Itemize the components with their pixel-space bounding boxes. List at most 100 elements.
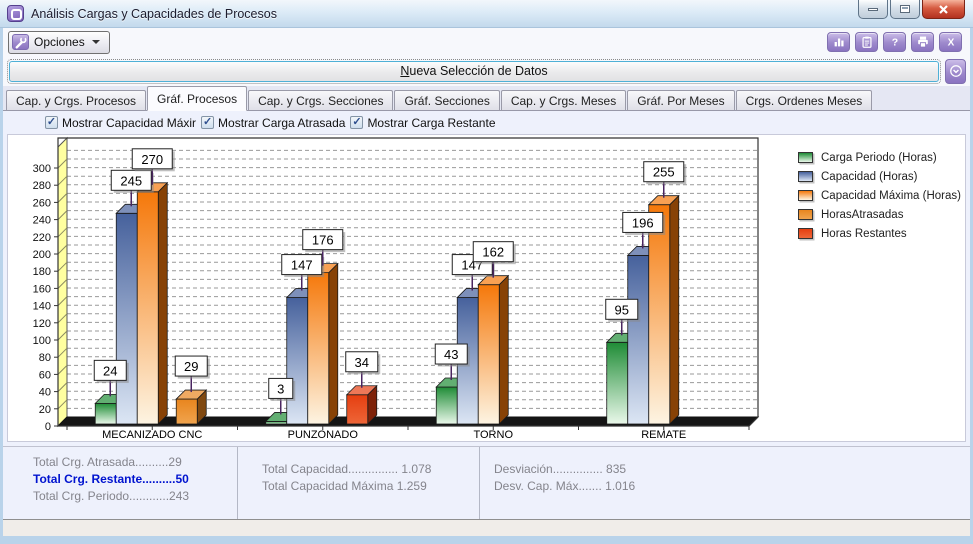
clipboard-button[interactable] — [855, 32, 878, 52]
tab-cap-y-crgs-procesos[interactable]: Cap. y Crgs. Procesos — [6, 90, 147, 111]
svg-text:160: 160 — [33, 283, 51, 295]
value-label-box — [622, 211, 664, 233]
tab-crgs-ordenes-meses[interactable]: Crgs. Ordenes Meses — [735, 90, 873, 111]
svg-text:120: 120 — [33, 318, 51, 330]
status-bar — [3, 519, 970, 536]
minimize-icon — [868, 7, 878, 11]
legend-swatch — [798, 190, 813, 201]
value-label-box — [93, 359, 127, 381]
checkbox-row: ✓ Mostrar Capacidad Máxir ✓ Mostrar Carga A… — [45, 111, 966, 134]
value-label-box — [281, 254, 323, 276]
value-label: 3 — [277, 381, 284, 396]
close-icon — [939, 4, 948, 14]
legend-swatch — [798, 228, 813, 239]
legend-item-carga-periodo-horas: Carga Periodo (Horas) — [798, 148, 961, 167]
svg-text:220: 220 — [33, 232, 51, 244]
svg-text:300: 300 — [33, 163, 51, 175]
bar-group-torno — [435, 274, 510, 425]
tab-gr-f-por-meses[interactable]: Gráf. Por Meses — [627, 90, 735, 111]
plot-frame — [57, 137, 759, 427]
bar-capacidad-m-xima-horas — [307, 272, 330, 425]
x-label-remate: REMATE — [641, 429, 686, 441]
exit-button[interactable]: X — [939, 32, 962, 52]
svg-text:260: 260 — [33, 197, 51, 209]
total-row: Total Crg. Atrasada..........29 — [33, 455, 182, 469]
svg-text:20: 20 — [39, 404, 51, 416]
value-label: 24 — [103, 363, 117, 378]
help-icon: ? — [891, 37, 897, 49]
value-label: 196 — [632, 215, 654, 230]
x-label-mecanizado-cnc: MECANIZADO CNC — [102, 429, 202, 441]
print-icon — [917, 36, 928, 48]
legend-item-horasatrasadas: HorasAtrasadas — [798, 205, 961, 224]
value-label: 245 — [120, 173, 142, 188]
wrench-icon — [12, 34, 29, 50]
value-label-box — [643, 161, 685, 183]
bar-chart-button[interactable] — [827, 32, 850, 52]
x-label-punzonado: PUNZONADO — [288, 429, 359, 441]
new-selection-button[interactable]: Nueva Selección de Datos — [7, 58, 941, 84]
help-button[interactable]: ? — [883, 32, 906, 52]
print-button[interactable] — [911, 32, 934, 52]
tab-gr-f-secciones[interactable]: Gráf. Secciones — [394, 90, 500, 111]
tab-gr-f-procesos[interactable]: Gráf. Procesos — [147, 86, 248, 111]
legend-item-horas-restantes: Horas Restantes — [798, 224, 961, 243]
checkbox-mostrar-carga-restante[interactable]: ✓ Mostrar Carga Restante — [350, 115, 496, 130]
value-label-box — [131, 148, 173, 170]
bar-capacidad-horas — [286, 297, 309, 425]
total-row: Total Capacidad Máxima 1.259 — [262, 479, 427, 493]
checkbox-mostrar-carga-atrasada[interactable]: ✓ Mostrar Carga Atrasada — [201, 116, 345, 130]
toolbar-right-icons: ? X — [827, 32, 965, 52]
svg-text:60: 60 — [39, 369, 51, 381]
svg-text:200: 200 — [33, 249, 51, 261]
bar-chart-icon — [834, 38, 844, 47]
svg-text:80: 80 — [39, 352, 51, 364]
legend-label: Carga Periodo (Horas) — [821, 151, 937, 164]
svg-text:240: 240 — [33, 215, 51, 227]
value-label: 95 — [615, 302, 629, 317]
legend-swatch — [798, 171, 813, 182]
bar-group-mecanizado-cnc — [94, 181, 208, 425]
tab-content: ✓ Mostrar Capacidad Máxir ✓ Mostrar Carga A… — [3, 111, 970, 446]
svg-text:100: 100 — [33, 335, 51, 347]
maximize-icon — [900, 5, 910, 13]
tab-cap-y-crgs-meses[interactable]: Cap. y Crgs. Meses — [500, 90, 627, 111]
bar-carga-periodo-horas — [435, 386, 458, 425]
minimize-button[interactable] — [858, 0, 888, 19]
total-row: Total Crg. Restante..........50 — [33, 472, 189, 486]
svg-text:?: ? — [891, 37, 897, 49]
totals-column-desviacion: Desviación............... 835 Desv. Cap. … — [479, 447, 970, 519]
value-label: 162 — [482, 245, 504, 260]
checkbox-mostrar-capacidad-m-xir[interactable]: ✓ Mostrar Capacidad Máxir — [45, 116, 196, 130]
chevron-down-icon — [91, 40, 100, 44]
bar-capacidad-m-xima-horas — [136, 191, 159, 425]
tab-strip: Cap. y Crgs. Procesos Gráf. Procesos Cap. … — [3, 86, 970, 111]
checkbox-label: Mostrar Capacidad Máxir — [62, 115, 197, 130]
bar-horas-restantes — [346, 394, 369, 425]
options-button[interactable]: Opciones — [8, 30, 110, 54]
legend-label: HorasAtrasadas — [821, 208, 904, 221]
bar-group-punzonado — [264, 262, 378, 425]
bar-horasatrasadas — [175, 398, 198, 425]
legend-label: Horas Restantes — [821, 227, 907, 240]
bar-capacidad-horas — [115, 212, 138, 425]
options-label: Opciones — [34, 35, 85, 49]
value-label-box — [268, 377, 294, 399]
close-button[interactable] — [922, 0, 965, 19]
svg-text:0: 0 — [45, 421, 51, 433]
tab-cap-y-crgs-secciones[interactable]: Cap. y Crgs. Secciones — [248, 90, 394, 111]
bar-carga-periodo-horas — [94, 402, 117, 425]
total-row: Total Crg. Periodo............243 — [33, 489, 190, 503]
totals-panel: Total Crg. Atrasada..........29 Total Crg… — [3, 446, 970, 519]
legend-item-capacidad-horas: Capacidad (Horas) — [798, 167, 961, 186]
panel-collapse-button[interactable] — [945, 58, 966, 84]
checkbox-label: Mostrar Carga Restante — [367, 115, 496, 130]
maximize-button[interactable] — [890, 0, 920, 19]
value-label-box — [472, 241, 514, 263]
window-title: Análisis Cargas y Capacidades de Proceso… — [31, 6, 277, 21]
checkbox-icon: ✓ — [45, 116, 58, 129]
legend-swatch — [798, 152, 813, 163]
bar-chart: 0 20 40 60 80 100 120 140 160 180 200 220 240 260 280 3… — [33, 136, 760, 441]
toolbar: Opciones ? X — [3, 28, 970, 56]
value-label-box — [434, 343, 468, 365]
